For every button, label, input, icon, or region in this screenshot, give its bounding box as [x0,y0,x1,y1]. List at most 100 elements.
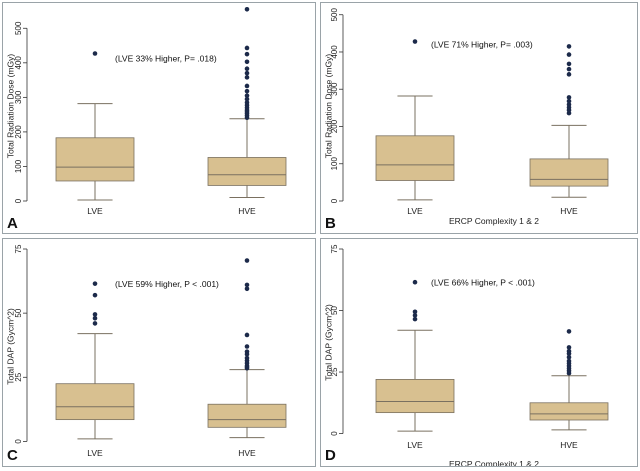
outlier-point [244,282,250,288]
panel-b-letter: B [325,215,336,232]
outlier-point [566,358,572,364]
panel-d-letter: D [325,447,336,464]
panel-c: 0 25 50 75 Total DAP (Gycm^2) (LVE 59% Higher… [2,238,316,467]
outlier-point [566,329,572,334]
outlier-point [92,321,98,326]
iqr-box [207,403,287,428]
outlier-point [412,316,418,322]
iqr-box [375,135,455,181]
outlier-point [566,345,572,350]
y-tick-label: 100 [330,157,339,171]
chart-d: 0 25 50 75 Total DAP (Gycm^2) (LVE 66% Higher… [323,244,625,469]
iqr-box [375,379,455,414]
outlier-point [566,348,572,354]
outlier-point [92,312,98,317]
outlier-point [412,309,418,315]
outlier-point [566,52,572,57]
y-axis-title: Total DAP (Gycm^2) [323,304,333,381]
outlier-point [92,51,98,56]
iqr-box [529,158,609,187]
outlier-point [244,59,250,65]
outlier-point [92,281,98,286]
iqr-box [55,383,135,421]
iqr-box [55,137,135,182]
annotation: (LVE 71% Higher, P= .003) [431,40,533,50]
outlier-point [244,45,250,51]
outlier-point [244,286,250,292]
x-category-label: LVE [407,206,423,216]
outlier-point [244,332,250,338]
panel-a-letter: A [7,215,18,232]
y-tick-label: 200 [14,125,23,139]
outlier-point [244,83,250,89]
chart-b: 0 100 200 300 400 500 Total Radiation Dose (mG… [323,8,625,226]
outlier-point [244,258,250,263]
panel-a: 0 100 200 300 400 500 Total Radiation Dose (mG… [2,2,316,234]
outlier-point [566,66,572,72]
outlier-point [244,355,250,361]
x-category-label: LVE [407,440,423,450]
outlier-point [566,72,572,77]
outlier-point [566,354,572,360]
y-tick-label: 50 [14,308,23,317]
outlier-point [244,51,250,57]
chart-c: 0 25 50 75 Total DAP (Gycm^2) (LVE 59% Higher… [5,244,303,458]
y-tick-label: 0 [330,431,339,436]
y-axis-title: Total Radiation Dose (mGy) [323,54,333,159]
x-axis-title: ERCP Complexity 1 & 2 [449,216,539,226]
annotation: (LVE 33% Higher, P= .018) [115,54,217,64]
outlier-point [244,66,250,71]
outlier-point [566,95,572,100]
y-tick-label: 0 [14,439,23,444]
outlier-point [244,70,250,76]
annotation: (LVE 66% Higher, P < .001) [431,278,535,288]
outlier-point [412,39,418,44]
x-category-label: HVE [560,440,578,450]
y-tick-label: 300 [330,82,339,96]
panel-d: 0 25 50 75 Total DAP (Gycm^2) (LVE 66% Higher… [320,238,638,469]
chart-a: 0 100 200 300 400 500 Total Radiation Dose (mG… [5,6,303,216]
y-tick-label: 0 [330,198,339,203]
y-tick-label: 200 [330,119,339,133]
x-category-label: HVE [560,206,578,216]
y-tick-label: 0 [14,198,23,203]
outlier-point [244,96,250,102]
outlier-point [244,93,250,98]
panel-c-letter: C [7,447,18,464]
outlier-point [566,98,572,104]
x-category-label: HVE [238,448,256,458]
outlier-point [92,315,98,321]
x-axis-title: ERCP Complexity 1 & 2 [449,459,539,466]
x-category-label: LVE [87,206,103,216]
y-tick-label: 400 [14,56,23,70]
annotation: (LVE 59% Higher, P < .001) [115,279,219,289]
outlier-point [566,61,572,67]
y-tick-label: 500 [330,8,339,22]
y-tick-label: 400 [330,45,339,59]
outlier-point [92,292,98,298]
outlier-point [244,349,250,354]
y-tick-label: 100 [14,159,23,173]
y-tick-label: 75 [330,244,339,253]
y-tick-label: 25 [14,372,23,381]
outlier-point [566,102,572,107]
outlier-point [244,344,250,349]
y-tick-label: 25 [330,367,339,376]
outlier-point [412,279,418,285]
panel-b: 0 100 200 300 400 500 Total Radiation Dose (mG… [320,2,638,234]
y-tick-label: 500 [14,21,23,35]
outlier-point [566,44,572,49]
iqr-box [529,402,609,421]
x-category-label: HVE [238,206,256,216]
y-axis-title: Total DAP (Gycm^2) [5,308,15,385]
x-category-label: LVE [87,448,103,458]
iqr-box [207,157,287,186]
outlier-point [244,6,250,12]
y-tick-label: 50 [330,306,339,315]
outlier-point [244,100,250,105]
y-axis-title: Total Radiation Dose (mGy) [5,54,15,159]
outlier-point [412,313,418,318]
y-tick-label: 75 [14,244,23,253]
outlier-point [244,88,250,94]
